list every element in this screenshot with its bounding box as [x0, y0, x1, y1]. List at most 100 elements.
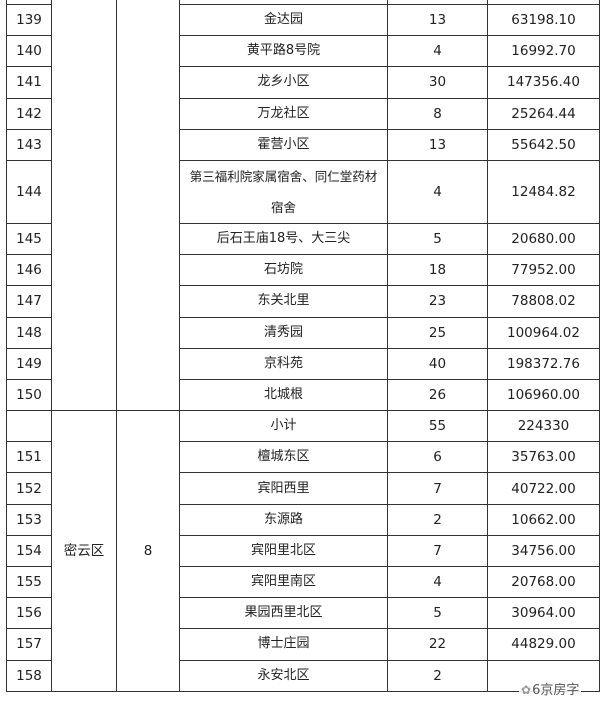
- unit-count: 2: [387, 659, 488, 692]
- area-value: 20768.00: [487, 565, 600, 599]
- unit-count: 13: [387, 3, 488, 37]
- community-name: 京科苑: [179, 347, 388, 380]
- subtotal-row: 密云区 8 小计 55 224330: [6, 410, 600, 692]
- row-number: 140: [6, 35, 52, 68]
- community-name: 万龙社区: [179, 97, 388, 130]
- area-value: 10662.00: [487, 503, 600, 536]
- row-number: [6, 410, 52, 443]
- table-row: 141 龙乡小区 30 147356.40: [6, 66, 600, 99]
- area-value: 12484.82: [487, 159, 600, 224]
- table-row: 145 后石王庙18号、大三尖 5 20680.00: [6, 222, 600, 256]
- unit-count: 22: [387, 628, 488, 661]
- community-name: 清秀园: [179, 316, 388, 349]
- community-name: 果园西里北区: [179, 597, 388, 630]
- unit-count: 18: [387, 254, 488, 287]
- row-number: 149: [6, 347, 52, 380]
- row-number: 148: [6, 316, 52, 349]
- community-name: 霍营小区: [179, 128, 388, 161]
- row-number: 139: [6, 3, 52, 37]
- unit-count: 6: [387, 441, 488, 474]
- area-value: 100964.02: [487, 316, 600, 349]
- table-row: 142 万龙社区 8 25264.44: [6, 97, 600, 130]
- table-row: 151 檀城东区 6 35763.00: [6, 441, 600, 474]
- unit-count: 30: [387, 66, 488, 99]
- area-value: 25264.44: [487, 97, 600, 130]
- area-value: 147356.40: [487, 66, 600, 99]
- table-row: 154 宾阳里北区 7 34756.00: [6, 534, 600, 568]
- subtotal-count: 55: [387, 410, 488, 443]
- table-row: 139 金达园 13 63198.10: [6, 3, 600, 37]
- community-name-line2: 宿舍: [270, 199, 296, 215]
- row-number: 145: [6, 222, 52, 256]
- community-name: 博士庄园: [179, 628, 388, 661]
- unit-count: 4: [387, 35, 488, 68]
- unit-count: 5: [387, 597, 488, 630]
- community-name: 后石王庙18号、大三尖: [179, 222, 388, 256]
- unit-count: 23: [387, 285, 488, 318]
- area-value: 44829.00: [487, 628, 600, 661]
- table-row: 157 博士庄园 22 44829.00: [6, 628, 600, 661]
- unit-count: 7: [387, 534, 488, 568]
- area-value: 35763.00: [487, 441, 600, 474]
- table-row: 147 东关北里 23 78808.02: [6, 285, 600, 318]
- subtotal-area: 224330: [487, 410, 600, 443]
- community-name: 檀城东区: [179, 441, 388, 474]
- district-name: 密云区: [51, 410, 117, 692]
- unit-count: 25: [387, 316, 488, 349]
- row-number: 155: [6, 565, 52, 599]
- community-name: 东关北里: [179, 285, 388, 318]
- watermark: ✿6京房字: [519, 679, 582, 698]
- unit-count: 4: [387, 565, 488, 599]
- area-value: 198372.76: [487, 347, 600, 380]
- table-row: 148 清秀园 25 100964.02: [6, 316, 600, 349]
- community-name: 宾阳里北区: [179, 534, 388, 568]
- unit-count: 7: [387, 472, 488, 505]
- community-name: 龙乡小区: [179, 66, 388, 99]
- row-number: 153: [6, 503, 52, 536]
- unit-count: 8: [387, 97, 488, 130]
- unit-count: 4: [387, 159, 488, 224]
- community-name: 永安北区: [179, 659, 388, 692]
- community-name: 宾阳西里: [179, 472, 388, 505]
- area-value: 34756.00: [487, 534, 600, 568]
- district-count: 8: [116, 410, 180, 692]
- table-row: 140 黄平路8号院 4 16992.70: [6, 35, 600, 68]
- community-name: 东源路: [179, 503, 388, 536]
- area-value: 63198.10: [487, 3, 600, 37]
- area-value: 78808.02: [487, 285, 600, 318]
- unit-count: 5: [387, 222, 488, 256]
- area-value: 77952.00: [487, 254, 600, 287]
- unit-count: 13: [387, 128, 488, 161]
- community-name: 第三福利院家属宿舍、同仁堂药材 宿舍: [179, 159, 388, 224]
- table-row: 149 京科苑 40 198372.76: [6, 347, 600, 380]
- row-number: 143: [6, 128, 52, 161]
- row-number: 152: [6, 472, 52, 505]
- area-value: 16992.70: [487, 35, 600, 68]
- unit-count: 2: [387, 503, 488, 536]
- table-row: 155 宾阳里南区 4 20768.00: [6, 565, 600, 599]
- row-number: 144: [6, 159, 52, 224]
- row-number: 154: [6, 534, 52, 568]
- row-number: 142: [6, 97, 52, 130]
- area-value: 30964.00: [487, 597, 600, 630]
- unit-count: 40: [387, 347, 488, 380]
- community-name: 北城根: [179, 378, 388, 412]
- row-number: 146: [6, 254, 52, 287]
- table-row: 153 东源路 2 10662.00: [6, 503, 600, 536]
- row-number: 141: [6, 66, 52, 99]
- table-row: 152 宾阳西里 7 40722.00: [6, 472, 600, 505]
- community-name: 黄平路8号院: [179, 35, 388, 68]
- community-name: 金达园: [179, 3, 388, 37]
- area-value: 40722.00: [487, 472, 600, 505]
- row-number: 157: [6, 628, 52, 661]
- row-number: 156: [6, 597, 52, 630]
- row-number: 147: [6, 285, 52, 318]
- row-number: 150: [6, 378, 52, 412]
- row-number: 151: [6, 441, 52, 474]
- table-row: 150 北城根 26 106960.00: [6, 378, 600, 412]
- wechat-icon: ✿: [521, 683, 532, 697]
- area-value: 20680.00: [487, 222, 600, 256]
- subtotal-label: 小计: [179, 410, 388, 443]
- community-name: 宾阳里南区: [179, 565, 388, 599]
- table-row: 143 霍营小区 13 55642.50: [6, 128, 600, 161]
